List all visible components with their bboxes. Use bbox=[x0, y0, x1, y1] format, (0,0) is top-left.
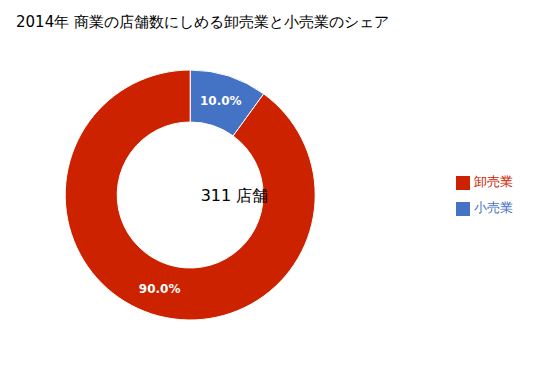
html-text:2014年 商業の店舗数にしめる卸売業と小売業のシェア: 2014年 商業の店舗数にしめる卸売業と小売業のシェア bbox=[16, 13, 389, 31]
html-text:小売業: 小売業 bbox=[474, 200, 513, 215]
svg-text:90.0%: 90.0% bbox=[139, 282, 181, 296]
svg-text:10.0%: 10.0% bbox=[200, 94, 242, 108]
svg-text:311 店舗: 311 店舗 bbox=[201, 186, 269, 205]
html-text:卸売業: 卸売業 bbox=[474, 174, 513, 189]
